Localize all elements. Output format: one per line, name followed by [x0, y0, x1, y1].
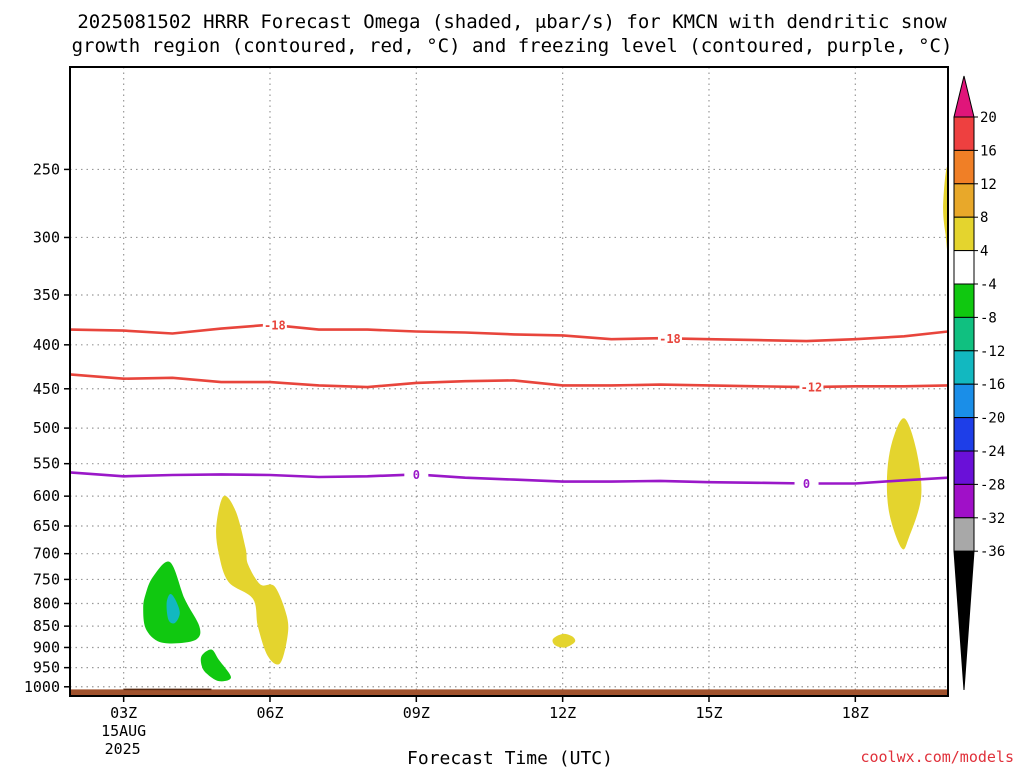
- colorbar-bin-12: [953, 483, 975, 519]
- chart-title-line1: 2025081502 HRRR Forecast Omega (shaded, …: [77, 11, 947, 33]
- ground-surface: [70, 689, 948, 696]
- colorbar-label-4: 4: [980, 244, 988, 260]
- colorbar-label-12: -32: [980, 511, 1005, 527]
- y-tick-label-350: 350: [33, 286, 60, 304]
- colorbar-bin-3: [953, 183, 975, 218]
- y-tick-label-500: 500: [33, 419, 60, 437]
- y-tick-label-950: 950: [33, 659, 60, 677]
- colorbar-bin-2: [953, 149, 975, 185]
- colorbar-bin-1: [953, 116, 975, 151]
- x-tick-label-18Z: 18Z: [842, 704, 869, 722]
- contour-label-2-0: 0: [413, 468, 420, 482]
- contour-label-1-0: -12: [801, 381, 823, 395]
- colorbar-label-5: -4: [980, 277, 997, 293]
- y-tick-label-300: 300: [33, 228, 60, 246]
- colorbar-label-2: 12: [980, 177, 997, 193]
- x-date-label-day: 15AUG: [101, 722, 146, 740]
- x-tick-label-03Z: 03Z: [110, 704, 137, 722]
- contour-label-2-1: 0: [803, 477, 810, 491]
- colorbar-bin-10: [953, 417, 975, 452]
- colorbar-bin-4: [953, 216, 975, 252]
- y-tick-label-800: 800: [33, 595, 60, 613]
- colorbar-bin-8: [953, 350, 975, 385]
- y-tick-label-400: 400: [33, 336, 60, 354]
- contour-label-bg-0-0: [262, 318, 287, 333]
- contour-label-0-1: -18: [659, 332, 681, 346]
- omega-region-1: [552, 633, 576, 648]
- contour-line-0: [70, 323, 948, 343]
- contour-lines: -18 -18 -12 0 0: [70, 318, 948, 491]
- y-tick-label-600: 600: [33, 487, 60, 505]
- contour-label-bg-1-0: [799, 380, 824, 395]
- colorbar-top-triangle: [953, 75, 975, 118]
- colorbar-label-3: 8: [980, 210, 988, 226]
- y-tick-label-550: 550: [33, 455, 60, 473]
- y-tick-label-900: 900: [33, 638, 60, 656]
- x-tick-label-06Z: 06Z: [256, 704, 283, 722]
- omega-region-5: [200, 649, 231, 682]
- colorbar-bin-5: [953, 250, 975, 285]
- colorbar-label-9: -20: [980, 411, 1005, 427]
- x-tick-label-15Z: 15Z: [695, 704, 722, 722]
- contour-label-bg-0-1: [657, 331, 682, 346]
- colorbar: 20 16 12 8 4 -4 -8 -12 -16 -20 -24 -28 -32 -36: [953, 75, 1005, 691]
- omega-region-6: [166, 593, 180, 624]
- colorbar-label-8: -16: [980, 377, 1005, 393]
- x-date-label-year: 2025: [105, 740, 141, 758]
- omega-region-2: [886, 418, 922, 550]
- colorbar-bin-13: [953, 517, 975, 552]
- ground-layer: [70, 688, 948, 696]
- colorbar-bin-7: [953, 316, 975, 352]
- y-tick-label-750: 750: [33, 570, 60, 588]
- chart-title-line2: growth region (contoured, red, °C) and f…: [72, 35, 953, 57]
- colorbar-label-11: -28: [980, 477, 1005, 493]
- colorbar-label-6: -8: [980, 310, 997, 326]
- omega-region-3: [943, 166, 948, 253]
- x-tick-label-12Z: 12Z: [549, 704, 576, 722]
- y-tick-label-700: 700: [33, 545, 60, 563]
- y-axis: 250 300 350 400 450 500 550 600 650 700 750 800 850 9…: [24, 160, 70, 696]
- colorbar-label-13: -36: [980, 544, 1005, 560]
- y-tick-label-250: 250: [33, 160, 60, 178]
- colorbar-bin-11: [953, 450, 975, 485]
- contour-label-0-0: -18: [264, 319, 286, 333]
- omega-shading: [143, 166, 948, 682]
- colorbar-label-0: 20: [980, 110, 997, 126]
- colorbar-bottom-triangle: [953, 550, 975, 691]
- omega-region-0: [216, 495, 289, 665]
- y-tick-label-1000: 1000: [24, 678, 60, 696]
- colorbar-label-7: -12: [980, 344, 1005, 360]
- x-tick-label-09Z: 09Z: [403, 704, 430, 722]
- y-tick-label-850: 850: [33, 617, 60, 635]
- colorbar-label-1: 16: [980, 143, 997, 159]
- contour-label-bg-2-0: [404, 467, 429, 482]
- colorbar-bin-6: [953, 283, 975, 318]
- x-axis-title: Forecast Time (UTC): [407, 748, 613, 768]
- credit-text: coolwx.com/models: [860, 748, 1014, 766]
- plot-frame: [69, 66, 949, 697]
- colorbar-bin-9: [953, 383, 975, 419]
- y-tick-label-650: 650: [33, 517, 60, 535]
- y-tick-label-450: 450: [33, 380, 60, 398]
- colorbar-label-10: -24: [980, 444, 1005, 460]
- contour-label-bg-2-1: [794, 476, 819, 491]
